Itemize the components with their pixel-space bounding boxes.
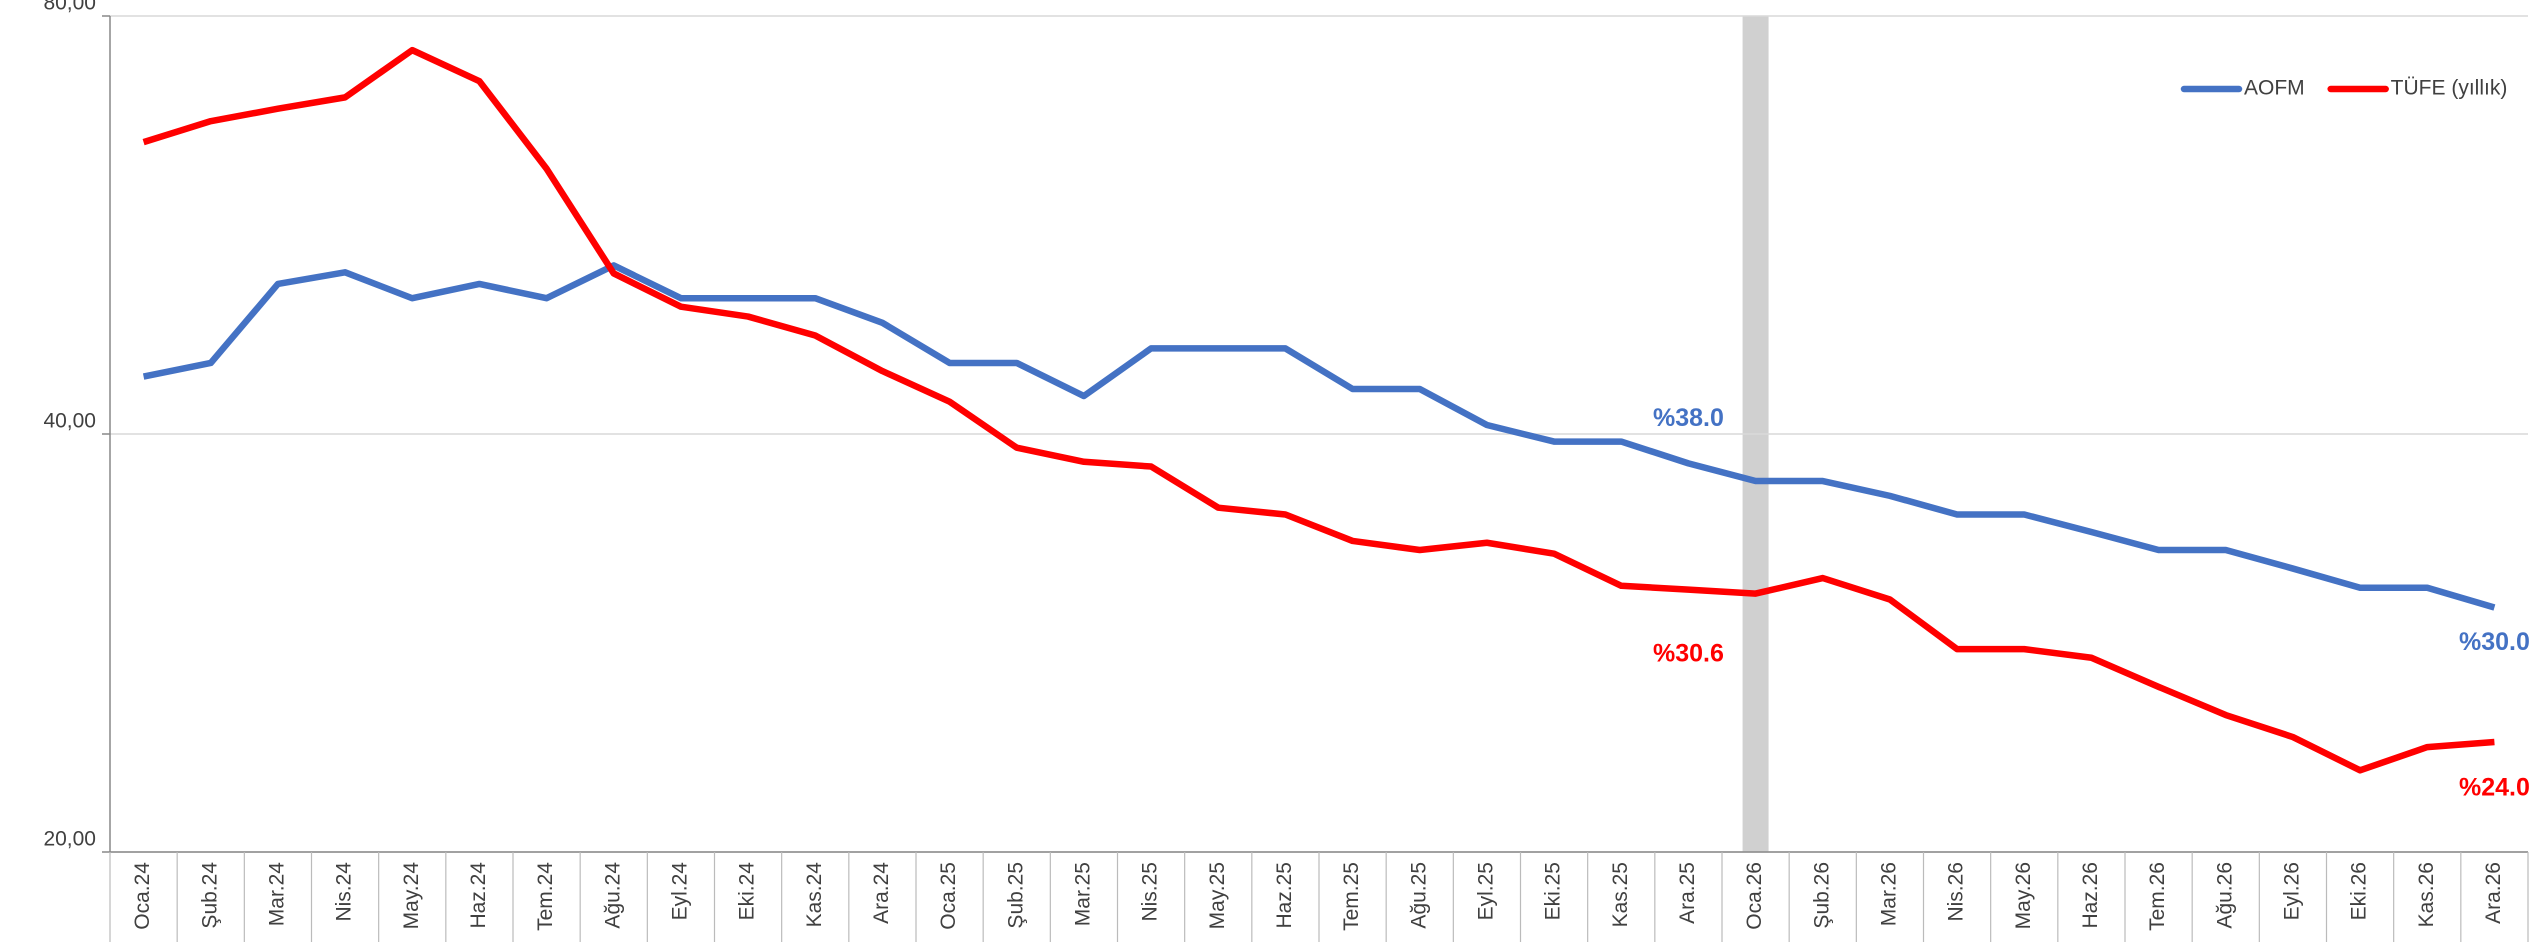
- x-tick-label: Oca.25: [937, 862, 960, 930]
- annotation: %24.0: [2459, 774, 2530, 802]
- x-tick-label: May.24: [400, 862, 423, 930]
- x-tick-label: Eki.25: [1542, 862, 1565, 920]
- x-tick-label: Mar.25: [1071, 862, 1094, 926]
- x-tick-label: Şub.25: [1004, 862, 1027, 929]
- x-tick-label: Eyl.26: [2280, 862, 2303, 920]
- x-tick-label: Eyl.25: [1474, 862, 1497, 920]
- legend-label: TÜFE (yıllık): [2391, 77, 2508, 100]
- x-tick-label: Ara.25: [1676, 862, 1699, 924]
- x-tick-label: Eyl.24: [668, 862, 691, 921]
- x-tick-label: Oca.24: [131, 862, 154, 930]
- x-tick-label: Oca.26: [1743, 862, 1766, 930]
- series-line: [142, 46, 2495, 774]
- x-tick-label: Nis.25: [1139, 862, 1162, 922]
- x-tick-label: Tem.25: [1340, 862, 1363, 931]
- x-tick-label: Kas.26: [2415, 862, 2438, 927]
- x-tick-label: Tem.26: [2146, 862, 2169, 931]
- x-tick-label: Ağu.25: [1407, 862, 1430, 929]
- legend-label: AOFM: [2244, 77, 2305, 100]
- x-tick-label: Haz.24: [467, 862, 490, 929]
- y-tick-label: 80,00: [43, 0, 96, 15]
- x-tick-label: Mar.24: [265, 862, 288, 927]
- x-tick-label: Nis.26: [1945, 862, 1968, 922]
- y-tick-label: 40,00: [43, 410, 96, 433]
- x-tick-label: Mar.26: [1877, 862, 1900, 926]
- x-tick-label: Ağu.26: [2213, 862, 2236, 929]
- y-tick-label: 20,00: [43, 828, 96, 851]
- x-tick-label: Haz.26: [2079, 862, 2102, 929]
- x-tick-label: Haz.25: [1273, 862, 1296, 929]
- x-tick-label: Ağu.24: [601, 862, 624, 929]
- x-tick-label: Ara.24: [870, 862, 893, 924]
- x-tick-label: May.26: [2012, 862, 2035, 929]
- x-tick-label: Eki.24: [736, 862, 759, 921]
- x-tick-label: Eki.26: [2348, 862, 2371, 920]
- x-tick-label: Şub.24: [198, 862, 221, 929]
- annotation: %38.0: [1653, 404, 1724, 432]
- annotation: %30.6: [1653, 639, 1724, 667]
- x-tick-label: Kas.25: [1609, 862, 1632, 927]
- x-tick-label: May.25: [1206, 862, 1229, 929]
- series-line: [142, 262, 2496, 611]
- x-tick-label: Ara.26: [2482, 862, 2505, 924]
- x-tick-label: Tem.24: [534, 862, 557, 931]
- x-tick-label: Şub.26: [1810, 862, 1833, 929]
- x-tick-label: Kas.24: [803, 862, 826, 928]
- x-tick-label: Nis.24: [333, 862, 356, 922]
- annotation: %30.0: [2459, 628, 2530, 656]
